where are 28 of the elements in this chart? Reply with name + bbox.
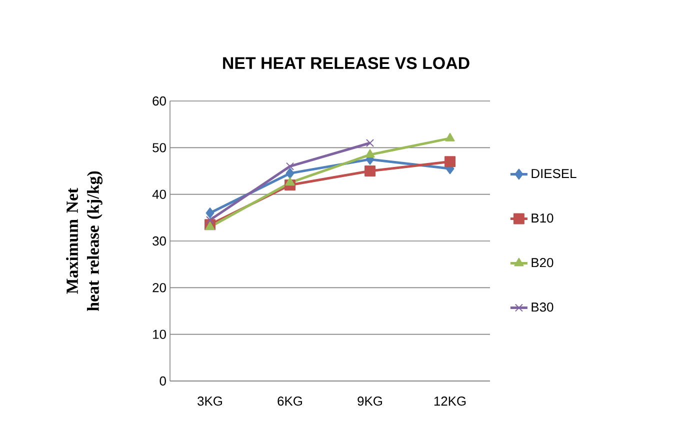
legend-label: DIESEL [532,168,576,178]
point [364,166,376,176]
x-tick-label: 6KG [278,396,302,406]
point [365,149,375,158]
point [286,162,294,170]
y-tick-label: 0 [160,376,166,386]
y-tick-label: 40 [152,190,166,199]
x-tick-label: 12KG [434,396,466,406]
y-tick-label: 30 [152,236,166,246]
point [206,208,214,218]
point [206,216,214,224]
point [444,156,456,168]
y-tick-label: 50 [152,143,166,152]
point [286,168,294,179]
legend-label: B10 [532,213,554,223]
point [285,177,295,186]
y-tick-label: 60 [152,96,166,106]
y-axis-title: Maximum Net heat release (kj/kg) [66,171,102,311]
point [205,222,215,230]
y-tick-label: 10 [153,330,166,339]
x-tick-label: 3KG [198,396,222,406]
legend-label: B30 [532,302,554,312]
y-tick-label: 20 [152,283,166,292]
legend-label: B20 [532,258,554,268]
chart-title: NET HEAT RELEASE VS LOAD [223,57,470,70]
point [366,138,374,148]
x-tick-label: 9KG [358,396,382,406]
point [445,132,455,142]
